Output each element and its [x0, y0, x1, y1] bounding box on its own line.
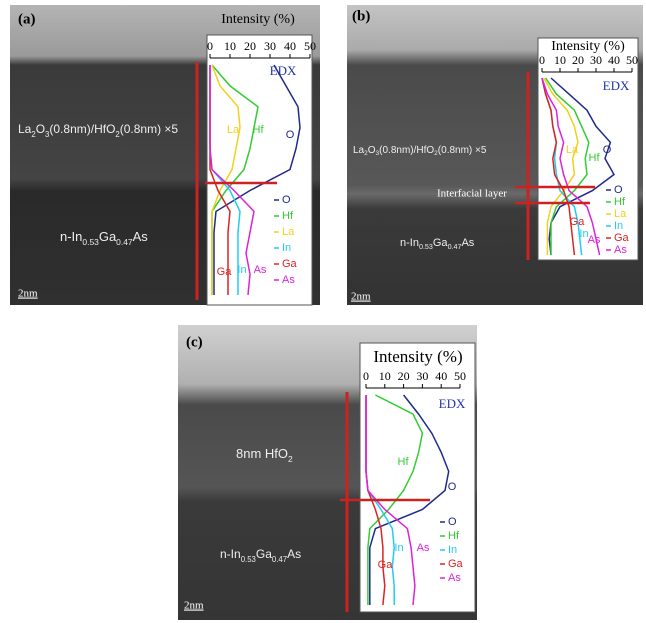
subscript: 0.47: [272, 555, 287, 564]
legend-label: O: [448, 516, 457, 528]
label-part: Ga: [256, 547, 272, 561]
label-part: (0.8nm)/HfO: [379, 145, 434, 156]
subscript: 0.47: [448, 243, 462, 251]
legend-label: Hf: [448, 530, 460, 542]
label-part: O: [36, 122, 45, 136]
legend-label: In: [282, 242, 291, 254]
curve-label: O: [286, 129, 295, 141]
curve-label: O: [448, 481, 457, 493]
label-part: As: [133, 229, 149, 244]
subscript: 2: [288, 454, 293, 464]
interface-label: Interfacial layer: [437, 188, 507, 200]
scale-bar: 2nm: [351, 291, 371, 303]
label-part: n-In: [60, 229, 82, 244]
label-part: Ga: [433, 237, 449, 249]
label-part: (0.8nm)/HfO: [49, 122, 115, 136]
x-tick-label: 0: [207, 39, 213, 53]
x-tick-label: 50: [304, 39, 316, 53]
curve-label: Ga: [217, 266, 233, 278]
curve-label: O: [603, 144, 612, 156]
curve-label: As: [254, 264, 267, 276]
legend-label: La: [282, 226, 295, 238]
label-part: La: [18, 122, 32, 136]
annotation: EDX: [603, 78, 630, 93]
legend-label: As: [282, 274, 295, 286]
scale-bar: 2nm: [18, 288, 38, 300]
label-part: 8nm HfO: [236, 446, 288, 461]
label-part: La: [353, 145, 365, 156]
layer-label: La2O3(0.8nm)/HfO2(0.8nm) ×5: [18, 122, 178, 138]
x-tick-label: 10: [224, 39, 236, 53]
curve-label: In: [237, 264, 246, 276]
label-part: Ga: [99, 229, 117, 244]
legend-label: Ga: [448, 558, 464, 570]
legend-label: In: [614, 220, 623, 232]
legend-label: O: [614, 184, 623, 196]
curve-label: As: [417, 542, 430, 554]
legend-label: Hf: [282, 210, 294, 222]
legend-label: As: [614, 244, 627, 256]
curve-label: Hf: [253, 124, 265, 136]
x-tick-label: 30: [590, 53, 602, 67]
panel-label: (c): [186, 334, 203, 350]
chart-title: Intensity (%): [221, 12, 295, 27]
x-tick-label: 10: [379, 369, 391, 383]
x-tick-label: 40: [608, 53, 620, 67]
label-part: (0.8nm) ×5: [438, 145, 487, 156]
x-tick-label: 0: [539, 53, 545, 67]
curve-label: La: [227, 124, 240, 136]
x-tick-label: 50: [626, 53, 638, 67]
legend-label: As: [448, 572, 461, 584]
substrate-label: n-In0.53Ga0.47As: [400, 237, 475, 251]
substrate-label: n-In0.53Ga0.47As: [220, 547, 301, 563]
legend-label: In: [448, 544, 457, 556]
annotation: EDX: [439, 396, 466, 411]
curve-label: As: [588, 234, 601, 246]
legend-label: Hf: [614, 196, 626, 208]
label-part: (0.8nm) ×5: [120, 122, 179, 136]
subscript: 0.53: [82, 237, 99, 247]
x-tick-label: 0: [363, 369, 369, 383]
x-tick-label: 30: [416, 369, 428, 383]
x-tick-label: 40: [284, 39, 296, 53]
curve-label: La: [566, 144, 579, 156]
x-tick-label: 50: [454, 369, 466, 383]
curve-label: Hf: [398, 456, 410, 468]
x-tick-label: 10: [554, 53, 566, 67]
subscript: 0.47: [116, 237, 133, 247]
label-part: As: [461, 237, 474, 249]
scale-bar: 2nm: [184, 600, 204, 612]
curve-label: In: [394, 542, 403, 554]
label-part: As: [287, 547, 301, 561]
layer-label: La2O3(0.8nm)/HfO2(0.8nm) ×5: [353, 145, 487, 158]
chart-title: Intensity (%): [373, 347, 462, 366]
subscript: 0.53: [419, 243, 433, 251]
x-tick-label: 30: [264, 39, 276, 53]
x-tick-label: 20: [244, 39, 256, 53]
panel-label: (b): [352, 8, 370, 24]
legend-label: Ga: [282, 258, 298, 270]
curve-label: Ga: [570, 216, 586, 228]
label-part: n-In: [400, 237, 419, 249]
x-tick-label: 20: [572, 53, 584, 67]
legend-label: Ga: [614, 232, 630, 244]
subscript: 0.53: [241, 555, 256, 564]
figure: (a)La2O3(0.8nm)/HfO2(0.8nm) ×5n-In0.53Ga…: [0, 0, 646, 623]
x-tick-label: 40: [435, 369, 447, 383]
panel-label: (a): [18, 11, 36, 27]
curve-label: Ga: [378, 559, 394, 571]
legend-label: O: [282, 194, 291, 206]
legend-label: La: [614, 208, 627, 220]
curve-label: Hf: [589, 152, 601, 164]
label-part: n-In: [220, 547, 241, 561]
x-tick-label: 20: [398, 369, 410, 383]
